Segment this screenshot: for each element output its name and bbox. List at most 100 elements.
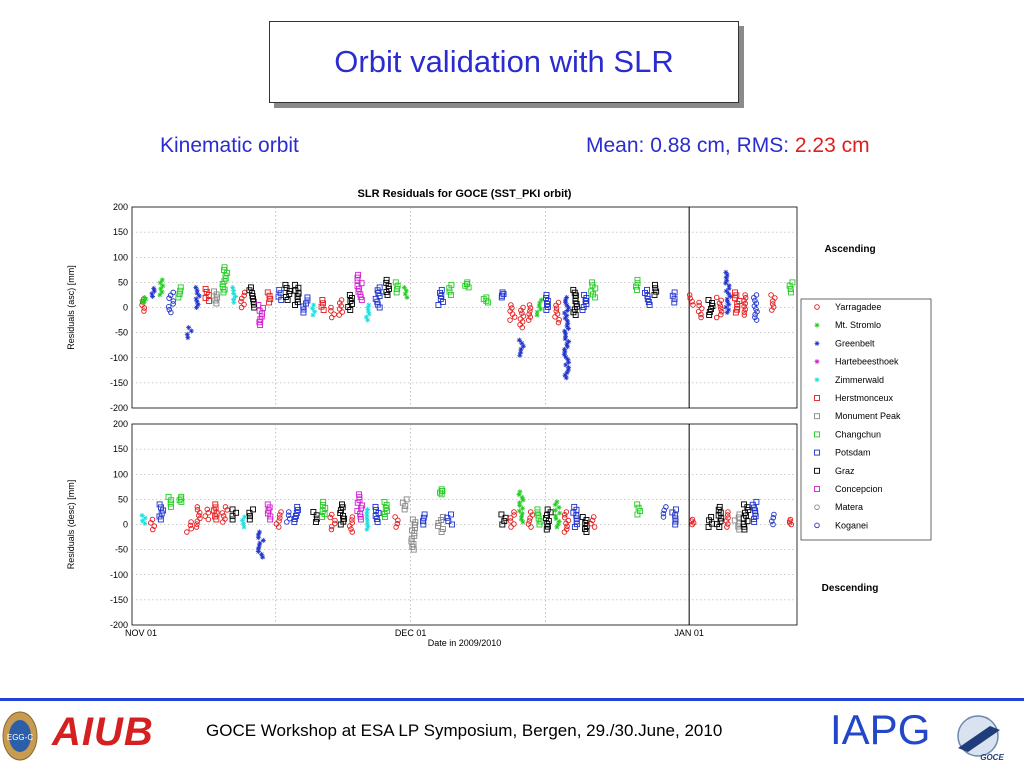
- data-point: [364, 512, 370, 518]
- x-tick-label: DEC 01: [395, 628, 427, 638]
- data-point: [814, 504, 820, 510]
- data-point: [511, 521, 517, 527]
- data-point: [291, 519, 298, 525]
- data-point: [770, 304, 777, 310]
- data-point: [498, 511, 505, 518]
- legend-label: Graz: [835, 466, 855, 476]
- data-cluster: [229, 506, 240, 523]
- data-point: [726, 301, 732, 307]
- data-cluster: [346, 514, 356, 535]
- y-axis-label: Residuals (desc) [mm]: [66, 480, 76, 570]
- data-point: [564, 313, 570, 319]
- data-point: [563, 300, 569, 306]
- data-point: [696, 302, 702, 309]
- data-point: [672, 521, 679, 528]
- data-point: [564, 341, 570, 347]
- data-cluster: [165, 493, 175, 510]
- data-point: [570, 286, 577, 293]
- data-point: [158, 286, 164, 292]
- data-point: [562, 512, 568, 518]
- data-point: [157, 280, 163, 286]
- x-tick-label: NOV 01: [125, 628, 157, 638]
- data-point: [724, 277, 730, 283]
- data-point: [321, 510, 328, 517]
- data-point: [736, 520, 743, 527]
- data-cluster: [561, 294, 572, 381]
- data-point: [264, 501, 271, 508]
- y-tick-label: 150: [113, 444, 128, 454]
- data-point: [188, 519, 194, 525]
- data-point: [395, 517, 401, 524]
- data-point: [170, 298, 177, 304]
- data-point: [709, 303, 716, 309]
- data-point: [687, 295, 693, 302]
- data-point: [718, 309, 725, 315]
- data-point: [565, 320, 571, 326]
- data-point: [394, 286, 400, 293]
- data-cluster: [713, 294, 725, 321]
- data-point: [644, 286, 650, 293]
- data-point: [671, 299, 678, 306]
- data-point: [364, 527, 370, 533]
- data-point: [552, 507, 558, 513]
- data-point: [420, 514, 427, 521]
- data-point: [318, 303, 325, 310]
- data-cluster: [689, 516, 697, 528]
- data-point: [753, 292, 760, 298]
- data-point: [814, 322, 820, 328]
- data-point: [282, 293, 289, 300]
- data-point: [384, 507, 391, 514]
- data-point: [409, 516, 416, 523]
- data-point: [365, 308, 371, 314]
- data-point: [725, 521, 731, 527]
- data-point: [300, 309, 307, 316]
- data-point: [646, 302, 653, 308]
- data-point: [273, 521, 280, 527]
- data-point: [509, 305, 515, 311]
- data-point: [561, 514, 568, 521]
- data-point: [319, 501, 326, 508]
- aiub-logo: AIUB: [52, 710, 154, 754]
- data-point: [159, 289, 165, 295]
- data-cluster: [751, 292, 760, 323]
- data-point: [520, 343, 526, 349]
- data-point: [310, 508, 317, 515]
- data-point: [339, 309, 346, 315]
- data-point: [448, 281, 455, 288]
- data-point: [376, 284, 383, 291]
- y-tick-label: -200: [110, 620, 128, 630]
- data-point: [175, 294, 182, 301]
- y-tick-label: -50: [115, 545, 128, 555]
- data-cluster: [534, 297, 544, 318]
- data-cluster: [139, 512, 148, 526]
- data-cluster: [184, 519, 194, 535]
- data-cluster: [383, 276, 392, 298]
- data-point: [188, 328, 194, 334]
- data-point: [520, 304, 526, 311]
- data-point: [212, 501, 219, 508]
- data-point: [382, 504, 389, 511]
- data-point: [383, 276, 390, 283]
- data-cluster: [363, 302, 372, 323]
- data-cluster: [542, 506, 554, 533]
- data-point: [553, 513, 559, 519]
- data-cluster: [419, 511, 428, 528]
- data-point: [141, 294, 147, 300]
- data-point: [562, 328, 568, 334]
- data-point: [294, 503, 301, 510]
- data-cluster: [264, 289, 274, 306]
- data-point: [394, 282, 401, 289]
- data-point: [394, 520, 401, 527]
- data-point: [725, 509, 731, 515]
- legend-label: Koganei: [835, 520, 868, 530]
- data-point: [725, 515, 731, 521]
- data-point: [320, 498, 327, 505]
- data-point: [383, 279, 390, 286]
- data-point: [563, 526, 570, 532]
- data-point: [566, 359, 572, 365]
- data-point: [178, 493, 185, 500]
- legend-label: Yarragadee: [835, 302, 881, 312]
- data-point: [583, 529, 590, 535]
- data-cluster: [498, 289, 507, 301]
- data-point: [364, 509, 370, 515]
